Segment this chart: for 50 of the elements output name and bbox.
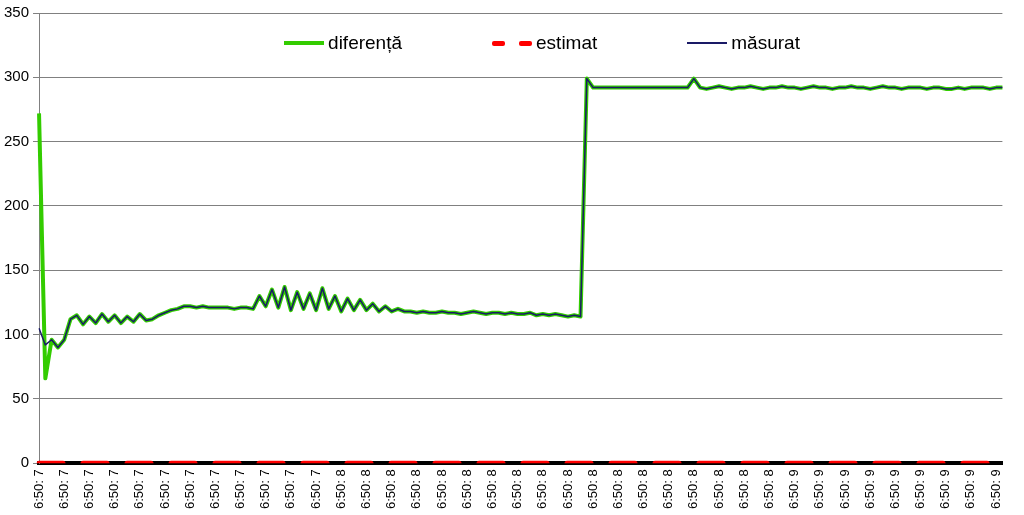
x-tick-label: 6:50: 7 — [206, 469, 222, 510]
x-tick-label: 6:50: 8 — [685, 469, 701, 510]
x-tick-label: 6:50: 8 — [408, 469, 424, 510]
x-tick-label: 6:50: 9 — [912, 469, 928, 510]
x-tick-label: 6:50: 8 — [761, 469, 777, 510]
x-tick-label: 6:50: 7 — [181, 469, 197, 510]
x-tick-label: 6:50: 7 — [307, 469, 323, 510]
y-tick-label: 0 — [20, 453, 30, 471]
y-tick-label: 50 — [12, 389, 30, 407]
x-tick-label: 6:50: 8 — [383, 469, 399, 510]
x-tick-label: 6:50: 7 — [30, 469, 46, 510]
x-tick-label: 6:50: 9 — [962, 469, 978, 510]
x-tick-label: 6:50: 8 — [584, 469, 600, 510]
x-tick-label: 6:50: 8 — [609, 469, 625, 510]
x-tick-label: 6:50: 7 — [80, 469, 96, 510]
x-tick-label: 6:50: 8 — [710, 469, 726, 510]
x-tick-label: 6:50: 8 — [358, 469, 374, 510]
x-tick-label: 6:50: 8 — [735, 469, 751, 510]
y-tick-label: 150 — [4, 260, 30, 278]
x-tick-label: 6:50: 8 — [433, 469, 449, 510]
x-tick-label: 6:50: 7 — [55, 469, 71, 510]
x-tick-label: 6:50: 7 — [232, 469, 248, 510]
x-tick-label: 6:50: 8 — [635, 469, 651, 510]
x-tick-label: 6:50: 7 — [106, 469, 122, 510]
x-tick-label: 6:50: 8 — [534, 469, 550, 510]
x-tick-label: 6:50: 9 — [811, 469, 827, 510]
legend-label: estimat — [536, 32, 598, 54]
y-tick-label: 200 — [4, 196, 30, 214]
x-tick-label: 6:50: 7 — [257, 469, 273, 510]
legend-label: măsurat — [731, 32, 800, 54]
legend-label: diferență — [328, 32, 403, 54]
x-tick-label: 6:50: 9 — [886, 469, 902, 510]
y-tick-label: 250 — [4, 131, 30, 149]
y-tick-label: 100 — [4, 324, 30, 342]
x-tick-label: 6:50: 7 — [282, 469, 298, 510]
x-tick-label: 6:50: 8 — [509, 469, 525, 510]
x-tick-label: 6:50: 7 — [156, 469, 172, 510]
x-tick-label: 6:50: 8 — [332, 469, 348, 510]
x-tick-label: 6:50: 7 — [131, 469, 147, 510]
x-tick-label: 6:50: 8 — [458, 469, 474, 510]
x-tick-label: 6:50: 9 — [861, 469, 877, 510]
x-tick-label: 6:50: 9 — [786, 469, 802, 510]
x-tick-label: 6:50: 9 — [937, 469, 953, 510]
y-tick-label: 300 — [4, 67, 30, 85]
x-tick-label: 6:50: 8 — [559, 469, 575, 510]
x-tick-label: 6:50: 8 — [483, 469, 499, 510]
x-tick-label: 6:50: 9 — [836, 469, 852, 510]
x-tick-label: 6:50: 9 — [987, 469, 1003, 510]
x-tick-label: 6:50: 8 — [660, 469, 676, 510]
y-tick-label: 350 — [4, 3, 30, 21]
